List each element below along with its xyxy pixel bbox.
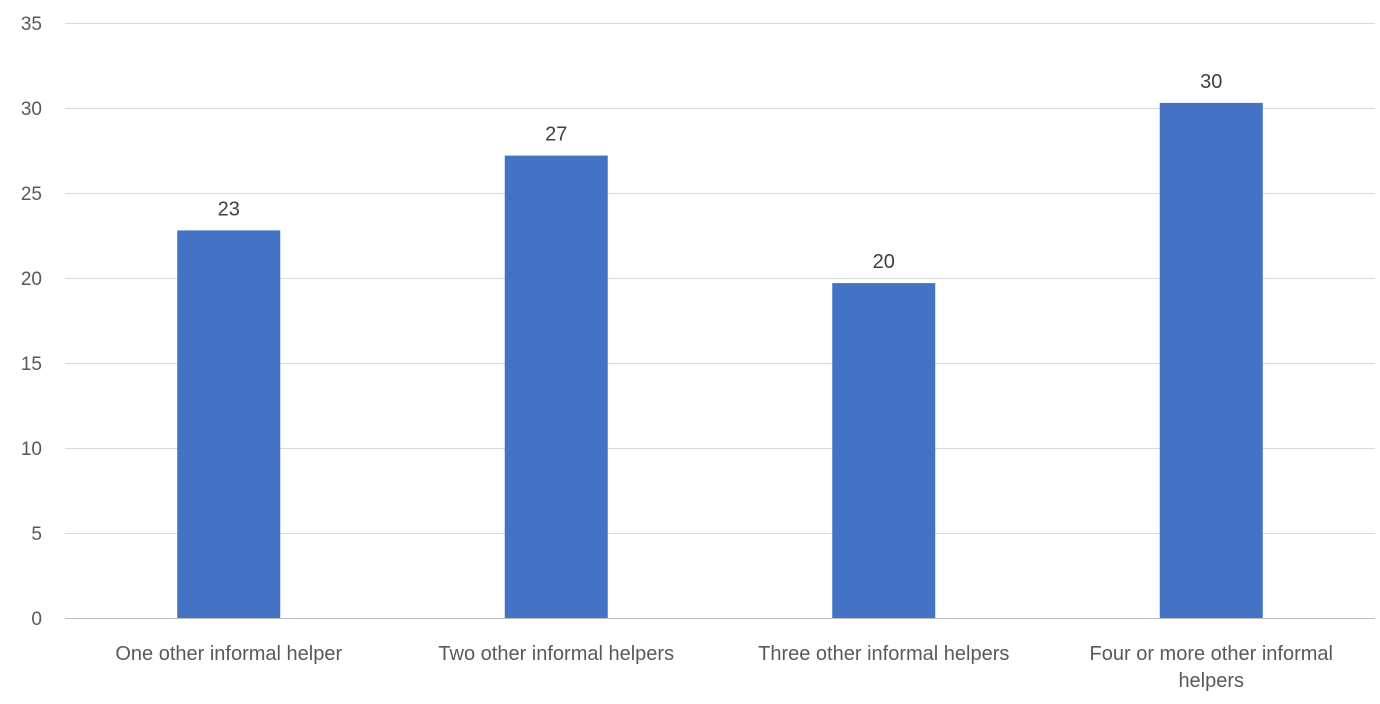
gridlines — [65, 23, 1375, 619]
bar — [504, 155, 608, 618]
bar — [1159, 102, 1263, 618]
data-label: 20 — [873, 251, 895, 273]
y-axis-ticks: 0 5 10 15 20 25 30 35 — [21, 14, 42, 630]
y-tick-label: 10 — [21, 439, 42, 460]
x-axis-ticks: One other informal helper Two other infor… — [115, 643, 1333, 692]
x-tick-label: One other informal helper — [115, 643, 342, 665]
data-label: 23 — [218, 198, 240, 220]
x-tick-label: Four or more other informal helpers — [1090, 643, 1333, 692]
y-tick-label: 5 — [31, 524, 42, 545]
data-label: 27 — [545, 124, 567, 146]
data-label: 30 — [1200, 71, 1222, 93]
x-tick-label: Three other informal helpers — [758, 643, 1009, 665]
y-tick-label: 0 — [31, 609, 42, 630]
bar — [832, 283, 936, 618]
y-tick-label: 20 — [21, 269, 42, 290]
bars — [177, 102, 1263, 618]
y-tick-label: 30 — [21, 99, 42, 120]
y-tick-label: 15 — [21, 354, 42, 375]
y-tick-label: 35 — [21, 14, 42, 35]
bar — [177, 230, 281, 618]
data-labels: 23 27 20 30 — [218, 71, 1223, 273]
y-tick-label: 25 — [21, 184, 42, 205]
x-tick-label: Two other informal helpers — [438, 643, 674, 665]
